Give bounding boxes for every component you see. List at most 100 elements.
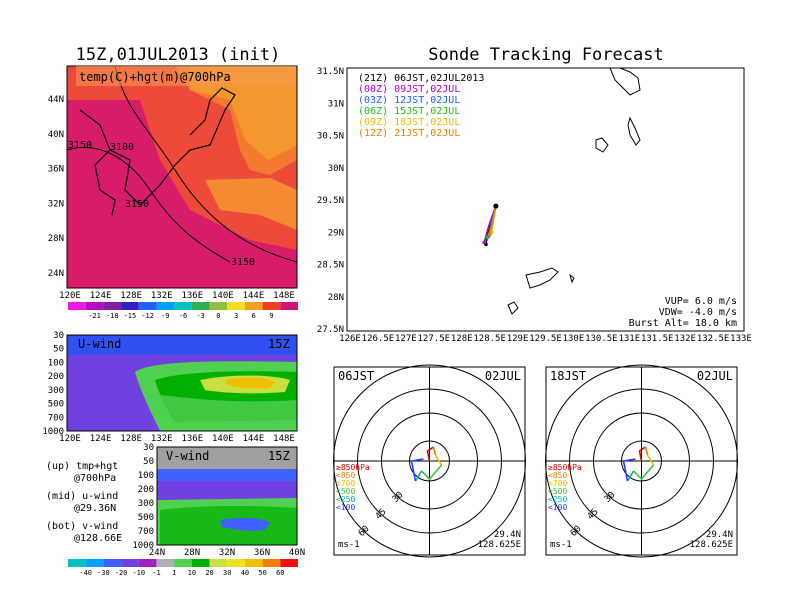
temp-colorbar-label: -9 bbox=[161, 312, 169, 320]
v-ytick: 1000 bbox=[132, 541, 154, 551]
note-bot-1: (bot) v-wind bbox=[46, 521, 118, 532]
temp-xtick: 144E bbox=[243, 291, 265, 301]
wind-colorbar-label: 40 bbox=[241, 569, 249, 577]
wind-colorbar-swatch bbox=[121, 559, 139, 567]
temp-xtick: 148E bbox=[273, 291, 295, 301]
temp-colorbar-label: -15 bbox=[124, 312, 137, 320]
wind-colorbar-swatch bbox=[244, 559, 263, 567]
wind-colorbar-label: 1 bbox=[172, 569, 176, 577]
track-ytick: 28.5N bbox=[317, 261, 344, 271]
v-ytick: 300 bbox=[138, 499, 154, 509]
temp-xtick: 140E bbox=[212, 291, 234, 301]
hodograph-06jst: 06JST 02JULms-129.4N128.625E304560≥850hPa… bbox=[333, 364, 526, 558]
u-ytick: 500 bbox=[48, 400, 64, 410]
hodograph-date: 02JUL bbox=[697, 369, 733, 383]
temp-xtick: 132E bbox=[151, 291, 173, 301]
track-xtick: 129.5E bbox=[529, 334, 562, 344]
note-up-1: (up) tmp+hgt bbox=[46, 461, 118, 472]
track-xtick: 128.5E bbox=[473, 334, 506, 344]
temp-map-xaxis: 120E 124E 128E 132E 136E 140E 144E 148E bbox=[59, 291, 295, 301]
u-ytick: 50 bbox=[53, 345, 64, 355]
hodograph-date: 02JUL bbox=[485, 369, 521, 383]
wind-colorbar-swatch bbox=[103, 559, 122, 567]
v-wind-time: 15Z bbox=[268, 449, 290, 463]
v-ytick: 30 bbox=[143, 443, 154, 453]
wind-colorbar-swatch bbox=[85, 559, 104, 567]
track-map-coastlines bbox=[507, 67, 641, 315]
hodograph-wind-trace bbox=[632, 464, 655, 481]
temp-colorbar-label: 3 bbox=[234, 312, 238, 320]
temp-xtick: 120E bbox=[59, 291, 81, 301]
u-wind-label: U-wind bbox=[78, 337, 121, 351]
wind-colorbar-swatch bbox=[280, 559, 298, 567]
track-ytick: 31N bbox=[328, 99, 344, 109]
temp-colorbar-label: 6 bbox=[252, 312, 256, 320]
wind-colorbar-label: -20 bbox=[115, 569, 128, 577]
hodograph-level-legend: <700 bbox=[336, 479, 355, 488]
hodograph-lon: 128.625E bbox=[478, 540, 521, 550]
wind-colorbar-swatch bbox=[191, 559, 210, 567]
temp-ytick: 32N bbox=[48, 199, 64, 209]
track-xtick: 132.5E bbox=[697, 334, 730, 344]
v-wind-plot bbox=[156, 446, 298, 546]
temp-colorbar-label: 9 bbox=[269, 312, 273, 320]
hodograph-lat: 29.4N bbox=[706, 530, 733, 540]
track-legend-entry: (09Z) 18JST,02JUL bbox=[358, 117, 460, 128]
u-xtick: 132E bbox=[151, 434, 173, 444]
track-xtick: 130E bbox=[563, 334, 585, 344]
track-xtick: 128E bbox=[451, 334, 473, 344]
wind-colorbar-swatch bbox=[174, 559, 192, 567]
contour-label: 3150 bbox=[125, 199, 149, 210]
left-title: 15Z,01JUL2013 (init) bbox=[76, 45, 281, 65]
temp-ytick: 44N bbox=[48, 95, 64, 105]
hodograph-level-legend: ≥850hPa bbox=[336, 463, 370, 472]
hodograph-wind-trace bbox=[410, 458, 424, 482]
temp-colorbar-label: -3 bbox=[196, 312, 204, 320]
wind-colorbar-label: 20 bbox=[205, 569, 213, 577]
temp-xtick: 136E bbox=[181, 291, 203, 301]
v-ytick: 700 bbox=[138, 527, 154, 537]
hodograph-level-legend: ≥850hPa bbox=[548, 463, 582, 472]
u-ytick: 300 bbox=[48, 386, 64, 396]
wind-colorbar-label: 30 bbox=[223, 569, 231, 577]
track-ytick: 29.5N bbox=[317, 196, 344, 206]
hodograph-level-legend: <850 bbox=[548, 471, 567, 480]
wind-colorbar-label: 50 bbox=[258, 569, 266, 577]
track-xtick: 127E bbox=[395, 334, 417, 344]
wind-colorbar-swatch bbox=[262, 559, 281, 567]
hodograph-level-legend: <700 bbox=[548, 479, 567, 488]
track-legend-entry: (21Z) 06JST,02JUL2013 bbox=[358, 73, 484, 84]
u-xtick: 124E bbox=[90, 434, 112, 444]
hodograph-wind-trace bbox=[414, 470, 423, 482]
hodograph-ring bbox=[333, 364, 526, 558]
v-xtick: 24N bbox=[149, 548, 165, 558]
u-xtick: 120E bbox=[59, 434, 81, 444]
v-ytick: 500 bbox=[138, 513, 154, 523]
v-xtick: 28N bbox=[184, 548, 200, 558]
track-xtick: 131E bbox=[618, 334, 640, 344]
temp-map-yaxis: 44N 40N 36N 32N 28N 24N bbox=[48, 95, 64, 279]
temp-colorbar-swatch bbox=[68, 302, 86, 310]
temp-colorbar-swatch bbox=[209, 302, 228, 310]
u-wind-xaxis: 120E 124E 128E 132E 136E 140E 144E 148E bbox=[59, 434, 295, 444]
temp-xtick: 128E bbox=[120, 291, 142, 301]
note-mid-1: (mid) u-wind bbox=[46, 491, 118, 502]
hodograph-lon: 128.625E bbox=[690, 540, 733, 550]
track-ytick: 27.5N bbox=[317, 325, 344, 335]
temp-colorbar-swatch bbox=[103, 302, 122, 310]
note-bot-2: @128.66E bbox=[74, 533, 122, 544]
u-ytick: 1000 bbox=[42, 427, 64, 437]
temp-colorbar-label: -6 bbox=[179, 312, 187, 320]
hodograph-wind-trace bbox=[646, 454, 655, 466]
temp-colorbar-label: -21 bbox=[88, 312, 101, 320]
u-ytick: 100 bbox=[48, 358, 64, 368]
track-map-frame bbox=[346, 67, 745, 332]
hodograph-wind-trace bbox=[420, 464, 443, 481]
hodograph-wind-trace bbox=[638, 446, 646, 462]
temp-colorbar-label: -12 bbox=[141, 312, 154, 320]
temp-colorbar-swatch bbox=[174, 302, 192, 310]
temp-colorbar-swatch bbox=[138, 302, 157, 310]
temp-ytick: 40N bbox=[48, 130, 64, 140]
v-xtick: 36N bbox=[254, 548, 270, 558]
hodograph-18jst: 18JST 02JULms-129.4N128.625E304560≥850hPa… bbox=[545, 364, 738, 558]
